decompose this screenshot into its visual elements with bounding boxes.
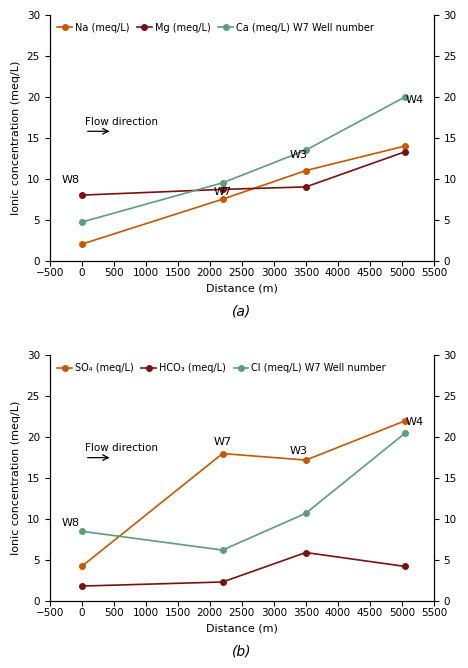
Text: Flow direction: Flow direction (85, 117, 158, 127)
Line: HCO₃ (meq/L): HCO₃ (meq/L) (79, 550, 408, 589)
Text: W8: W8 (62, 175, 80, 185)
Text: W3: W3 (290, 150, 308, 160)
Text: W7: W7 (213, 187, 232, 197)
Line: Ca (meq/L) W7 Well number: Ca (meq/L) W7 Well number (79, 94, 408, 225)
HCO₃ (meq/L) (79, 582, 84, 590)
Text: W3: W3 (290, 446, 308, 456)
Cl (meq/L) W7 Well number (303, 509, 308, 517)
Ca (meq/L) W7 Well number (303, 146, 308, 154)
Y-axis label: Ionic concentration (meq/L): Ionic concentration (meq/L) (11, 401, 21, 555)
SO₄ (meq/L) (79, 562, 84, 570)
Text: W4: W4 (406, 417, 424, 427)
Na (meq/L) (79, 240, 84, 248)
SO₄ (meq/L) (220, 450, 226, 458)
X-axis label: Distance (m): Distance (m) (206, 284, 278, 294)
Ca (meq/L) W7 Well number (79, 218, 84, 226)
Line: SO₄ (meq/L): SO₄ (meq/L) (79, 418, 408, 569)
Legend: SO₄ (meq/L), HCO₃ (meq/L), Cl (meq/L) W7 Well number: SO₄ (meq/L), HCO₃ (meq/L), Cl (meq/L) W7… (54, 360, 388, 376)
Mg (meq/L) (220, 185, 226, 193)
Legend: Na (meq/L), Mg (meq/L), Ca (meq/L) W7 Well number: Na (meq/L), Mg (meq/L), Ca (meq/L) W7 We… (54, 20, 377, 36)
Ca (meq/L) W7 Well number (402, 93, 408, 101)
Text: (a): (a) (232, 305, 251, 319)
SO₄ (meq/L) (303, 456, 308, 464)
Text: Flow direction: Flow direction (85, 443, 158, 453)
HCO₃ (meq/L) (220, 578, 226, 586)
Line: Na (meq/L): Na (meq/L) (79, 143, 408, 247)
Na (meq/L) (402, 142, 408, 150)
Na (meq/L) (303, 166, 308, 174)
Text: (b): (b) (232, 645, 251, 659)
Cl (meq/L) W7 Well number (402, 429, 408, 437)
Na (meq/L) (220, 195, 226, 203)
Mg (meq/L) (303, 183, 308, 191)
Text: W4: W4 (406, 96, 424, 106)
Cl (meq/L) W7 Well number (79, 527, 84, 535)
X-axis label: Distance (m): Distance (m) (206, 624, 278, 634)
Y-axis label: Ionic concentration (meq/L): Ionic concentration (meq/L) (11, 61, 21, 215)
Mg (meq/L) (402, 148, 408, 156)
Mg (meq/L) (79, 191, 84, 199)
Text: W7: W7 (213, 438, 232, 448)
Text: W8: W8 (62, 518, 80, 528)
HCO₃ (meq/L) (402, 562, 408, 570)
Ca (meq/L) W7 Well number (220, 179, 226, 187)
HCO₃ (meq/L) (303, 548, 308, 556)
Line: Cl (meq/L) W7 Well number: Cl (meq/L) W7 Well number (79, 430, 408, 553)
Line: Mg (meq/L): Mg (meq/L) (79, 149, 408, 198)
Cl (meq/L) W7 Well number (220, 546, 226, 554)
SO₄ (meq/L) (402, 417, 408, 425)
